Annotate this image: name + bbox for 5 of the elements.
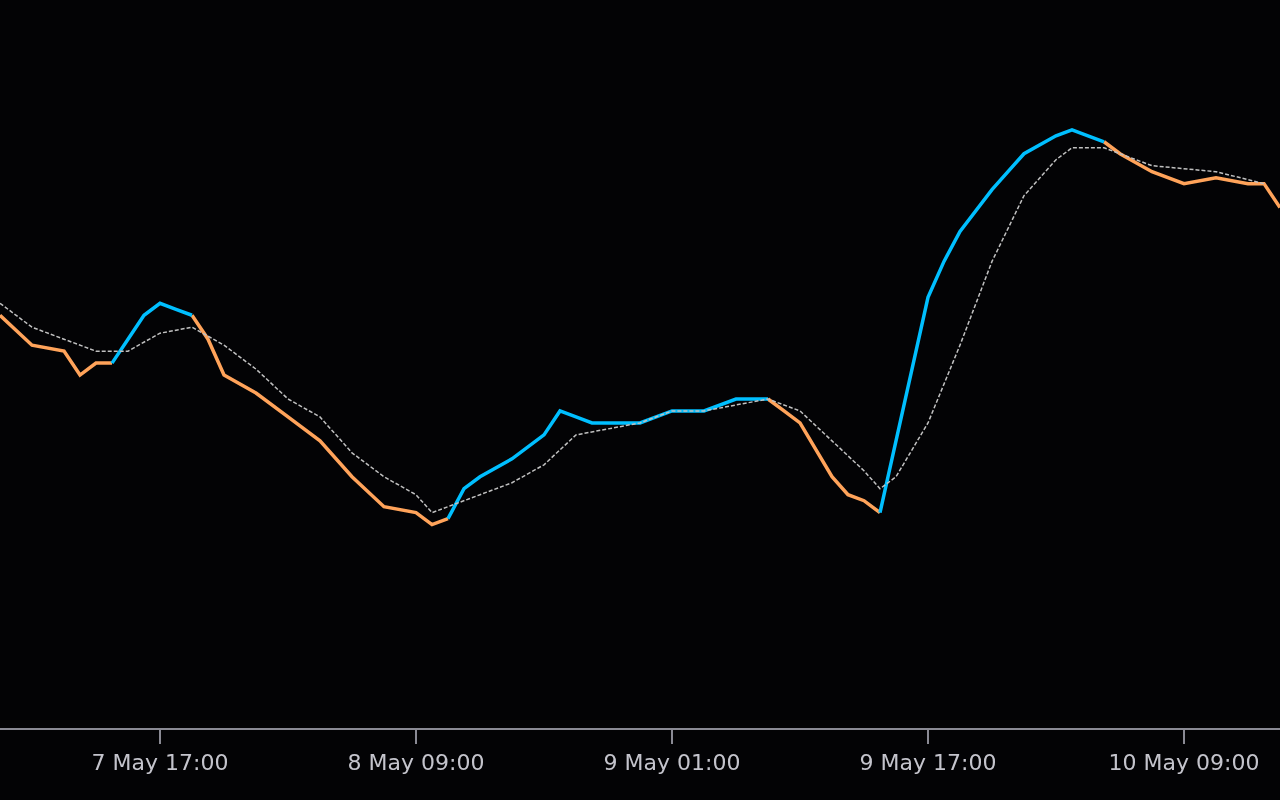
x-tick-label: 9 May 01:00: [603, 750, 741, 776]
x-tick-label: 10 May 09:00: [1108, 750, 1260, 776]
x-tick-label: 8 May 09:00: [347, 750, 485, 776]
x-tick-label: 9 May 17:00: [859, 750, 997, 776]
x-tick-label: 7 May 17:00: [91, 750, 229, 776]
